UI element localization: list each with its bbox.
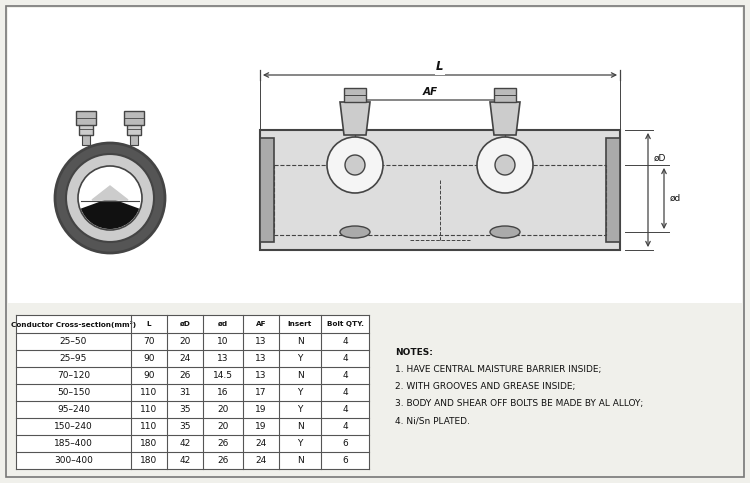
- Text: øD: øD: [654, 154, 666, 162]
- Bar: [260, 138, 274, 242]
- Text: 6: 6: [342, 456, 348, 465]
- Bar: [82, 135, 90, 145]
- Text: 24: 24: [255, 456, 267, 465]
- Text: 4: 4: [342, 337, 348, 346]
- Text: 24: 24: [255, 439, 267, 448]
- Circle shape: [327, 137, 383, 193]
- Ellipse shape: [340, 226, 370, 238]
- Text: 10: 10: [217, 337, 229, 346]
- Text: 110: 110: [140, 405, 158, 414]
- Text: Y: Y: [297, 439, 303, 448]
- Text: 26: 26: [217, 456, 229, 465]
- Text: 110: 110: [140, 422, 158, 431]
- Circle shape: [55, 143, 165, 253]
- Text: 19: 19: [255, 405, 267, 414]
- Text: 180: 180: [140, 439, 158, 448]
- Text: 13: 13: [255, 354, 267, 363]
- Text: 95–240: 95–240: [57, 405, 90, 414]
- Wedge shape: [81, 198, 140, 229]
- Text: 4: 4: [342, 354, 348, 363]
- Polygon shape: [490, 102, 520, 135]
- Text: 16: 16: [217, 388, 229, 397]
- Text: 20: 20: [179, 337, 190, 346]
- Text: 13: 13: [217, 354, 229, 363]
- Text: Y: Y: [297, 388, 303, 397]
- Bar: [606, 138, 620, 242]
- Text: N: N: [296, 371, 303, 380]
- Text: Insert: Insert: [288, 321, 312, 327]
- Text: Y: Y: [297, 354, 303, 363]
- Text: ød: ød: [670, 194, 681, 203]
- Circle shape: [495, 155, 515, 175]
- Text: Y: Y: [297, 405, 303, 414]
- Text: 14.5: 14.5: [213, 371, 233, 380]
- Text: 24: 24: [179, 354, 190, 363]
- Text: 4: 4: [342, 371, 348, 380]
- Text: 13: 13: [255, 337, 267, 346]
- Text: 26: 26: [217, 439, 229, 448]
- Text: 4: 4: [342, 405, 348, 414]
- Bar: [260, 130, 620, 250]
- Text: 70–120: 70–120: [57, 371, 90, 380]
- Text: 20: 20: [217, 405, 229, 414]
- Text: 2. WITH GROOVES AND GREASE INSIDE;: 2. WITH GROOVES AND GREASE INSIDE;: [395, 382, 575, 391]
- Circle shape: [66, 154, 154, 242]
- Text: 1. HAVE CENTRAL MAISTURE BARRIER INSIDE;: 1. HAVE CENTRAL MAISTURE BARRIER INSIDE;: [395, 365, 602, 374]
- Text: 4: 4: [342, 422, 348, 431]
- Text: AF: AF: [422, 87, 437, 97]
- Text: 26: 26: [179, 371, 190, 380]
- Text: 180: 180: [140, 456, 158, 465]
- Text: 110: 110: [140, 388, 158, 397]
- Text: 20: 20: [217, 422, 229, 431]
- Polygon shape: [340, 102, 370, 135]
- Text: 17: 17: [255, 388, 267, 397]
- Text: 300–400: 300–400: [54, 456, 93, 465]
- Text: ød: ød: [218, 321, 228, 327]
- Bar: [274, 165, 606, 235]
- Text: 35: 35: [179, 405, 190, 414]
- Bar: [127, 123, 141, 135]
- Text: 70: 70: [143, 337, 154, 346]
- Bar: [344, 88, 366, 102]
- Bar: [494, 88, 516, 102]
- Text: N: N: [296, 422, 303, 431]
- Text: 150–240: 150–240: [54, 422, 93, 431]
- Text: NOTES:: NOTES:: [395, 348, 433, 357]
- Text: 90: 90: [143, 371, 154, 380]
- Text: 31: 31: [179, 388, 190, 397]
- Text: 19: 19: [255, 422, 267, 431]
- Text: 42: 42: [179, 439, 190, 448]
- Bar: [8, 8, 742, 303]
- Bar: [76, 111, 96, 125]
- Circle shape: [477, 137, 533, 193]
- Text: L: L: [147, 321, 152, 327]
- Text: N: N: [296, 456, 303, 465]
- Text: 4. Ni/Sn PLATED.: 4. Ni/Sn PLATED.: [395, 416, 470, 425]
- Text: Bolt QTY.: Bolt QTY.: [326, 321, 364, 327]
- Bar: [79, 123, 93, 135]
- Ellipse shape: [490, 226, 520, 238]
- Polygon shape: [92, 186, 128, 200]
- Text: 50–150: 50–150: [57, 388, 90, 397]
- Text: 3. BODY AND SHEAR OFF BOLTS BE MADE BY AL ALLOY;: 3. BODY AND SHEAR OFF BOLTS BE MADE BY A…: [395, 399, 644, 408]
- Circle shape: [345, 155, 365, 175]
- Text: 25–50: 25–50: [60, 337, 87, 346]
- Text: 6: 6: [342, 439, 348, 448]
- Text: 35: 35: [179, 422, 190, 431]
- Text: 185–400: 185–400: [54, 439, 93, 448]
- Text: L: L: [436, 60, 444, 73]
- Bar: [130, 135, 138, 145]
- Bar: [16, 315, 369, 469]
- Text: AF: AF: [256, 321, 266, 327]
- Bar: [124, 111, 144, 125]
- Text: Conductor Cross-section(mm²): Conductor Cross-section(mm²): [11, 321, 136, 327]
- Text: 25–95: 25–95: [60, 354, 87, 363]
- Circle shape: [78, 166, 142, 230]
- Text: 13: 13: [255, 371, 267, 380]
- Text: N: N: [296, 337, 303, 346]
- Text: 90: 90: [143, 354, 154, 363]
- Text: øD: øD: [179, 321, 190, 327]
- Text: 4: 4: [342, 388, 348, 397]
- Text: 42: 42: [179, 456, 190, 465]
